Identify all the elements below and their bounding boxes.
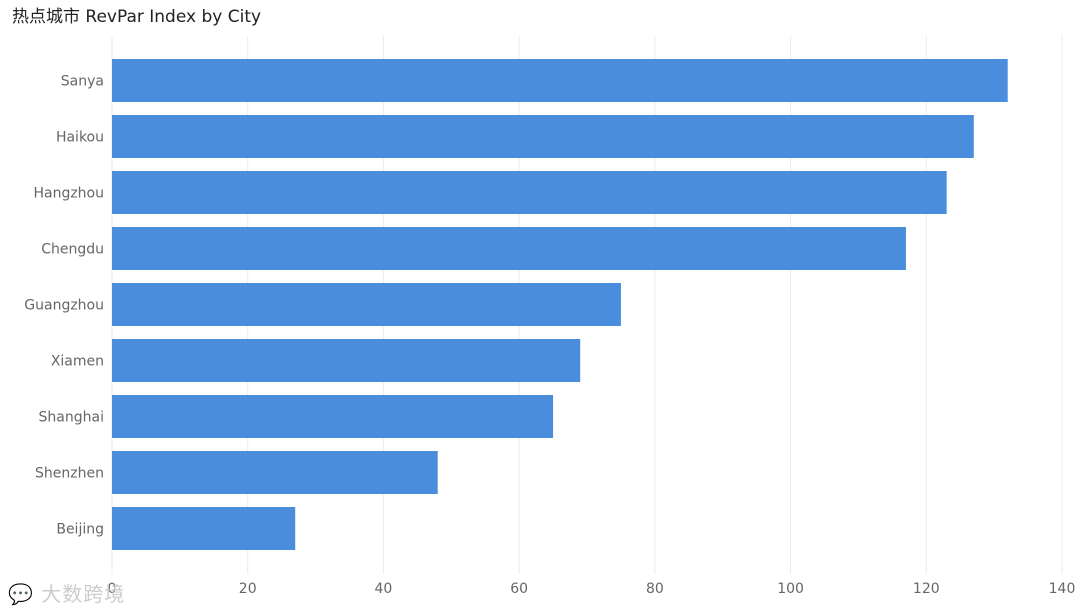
bar-haikou[interactable] [112, 115, 974, 158]
x-axis-ticks: 0 20 40 60 80 100 120 140 [108, 581, 1076, 597]
bar-beijing[interactable] [112, 507, 296, 550]
bar-shanghai[interactable] [112, 395, 554, 438]
logo-icon: 💬 [8, 582, 34, 606]
x-tick-label: 120 [913, 581, 940, 597]
bar-shenzhen[interactable] [112, 451, 438, 494]
watermark-text: 大数跨境 [41, 582, 126, 606]
bar-xiamen[interactable] [112, 339, 581, 382]
bar-chengdu[interactable] [112, 227, 906, 270]
bar-guangzhou[interactable] [112, 283, 621, 326]
category-label: Hangzhou [33, 186, 104, 202]
x-tick-label: 100 [777, 581, 804, 597]
category-label: Chengdu [41, 242, 104, 258]
x-tick-label: 20 [239, 581, 257, 597]
x-tick-label: 0 [108, 581, 117, 597]
chart-title: 热点城市 RevPar Index by City [12, 7, 262, 27]
x-tick-label: 40 [375, 581, 393, 597]
category-label: Beijing [56, 522, 104, 538]
category-label: Xiamen [51, 354, 104, 370]
category-label: Sanya [61, 74, 104, 90]
category-labels: Sanya Haikou Hangzhou Chengdu Guangzhou Xiame… [24, 74, 104, 538]
bar-sanya[interactable] [112, 59, 1008, 102]
bars [112, 59, 1008, 550]
x-tick-label: 80 [646, 581, 664, 597]
watermark: 💬 大数跨境 [8, 578, 125, 607]
category-label: Shanghai [39, 410, 104, 426]
x-tick-label: 60 [510, 581, 528, 597]
category-label: Haikou [56, 130, 104, 146]
category-label: Shenzhen [35, 466, 104, 482]
category-label: Guangzhou [24, 298, 104, 314]
bar-hangzhou[interactable] [112, 171, 947, 214]
x-tick-label: 140 [1049, 581, 1076, 597]
